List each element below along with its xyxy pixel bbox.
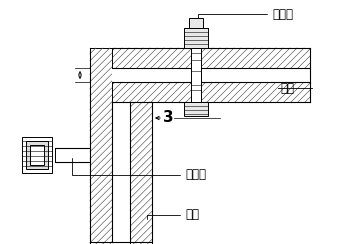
Bar: [130, 102, 152, 244]
Text: 角接板: 角接板: [272, 8, 293, 20]
Bar: [26, 141, 48, 169]
Bar: [112, 102, 130, 244]
Bar: [112, 82, 310, 102]
Text: 连接件: 连接件: [185, 169, 206, 182]
Text: 接管: 接管: [185, 209, 199, 222]
Bar: [22, 137, 52, 173]
Bar: [112, 68, 310, 82]
Bar: [112, 48, 310, 68]
Bar: [184, 28, 208, 48]
Text: 3: 3: [163, 111, 173, 125]
Bar: [90, 48, 112, 244]
Bar: [184, 102, 208, 116]
Bar: [191, 48, 201, 102]
Text: 接管: 接管: [280, 81, 294, 94]
Bar: [189, 18, 203, 28]
Bar: [30, 145, 44, 165]
